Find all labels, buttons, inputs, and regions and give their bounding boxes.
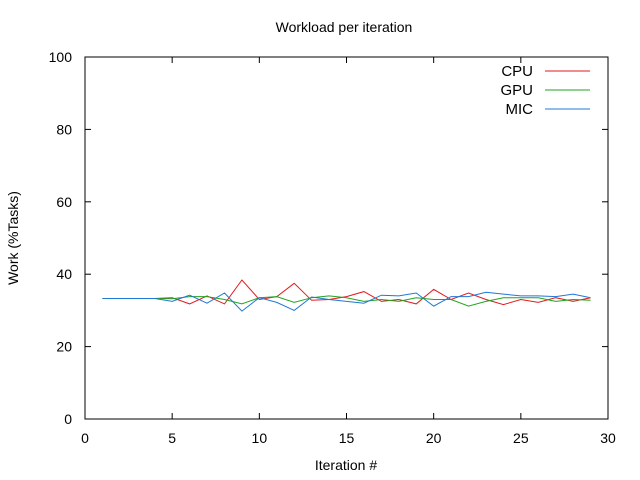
x-axis-label: Iteration #	[315, 457, 377, 473]
series-group	[102, 279, 591, 312]
y-tick-label: 60	[56, 194, 72, 210]
legend-label-cpu: CPU	[501, 63, 533, 80]
x-tick-label: 30	[600, 430, 616, 446]
legend: CPU GPU MIC	[500, 63, 590, 118]
x-tick-label: 20	[426, 430, 442, 446]
chart-title: Workload per iteration	[276, 19, 413, 35]
y-tick-label: 100	[49, 49, 73, 65]
legend-label-mic: MIC	[506, 101, 534, 118]
x-tick-label: 0	[81, 430, 89, 446]
axes: 0 5 10 15 20 25 30 0 20 40 60 80 100	[49, 49, 616, 446]
legend-label-gpu: GPU	[500, 82, 533, 99]
y-tick-label: 80	[56, 121, 72, 137]
x-tick-label: 5	[168, 430, 176, 446]
x-tick-label: 15	[339, 430, 355, 446]
series-line-mic	[102, 291, 591, 312]
y-tick-label: 40	[56, 266, 72, 282]
y-tick-label: 0	[64, 411, 72, 427]
x-tick-label: 10	[252, 430, 268, 446]
series-line-cpu	[102, 279, 591, 306]
y-tick-label: 20	[56, 339, 72, 355]
y-axis-label: Work (%Tasks)	[5, 191, 21, 285]
x-tick-label: 25	[513, 430, 529, 446]
